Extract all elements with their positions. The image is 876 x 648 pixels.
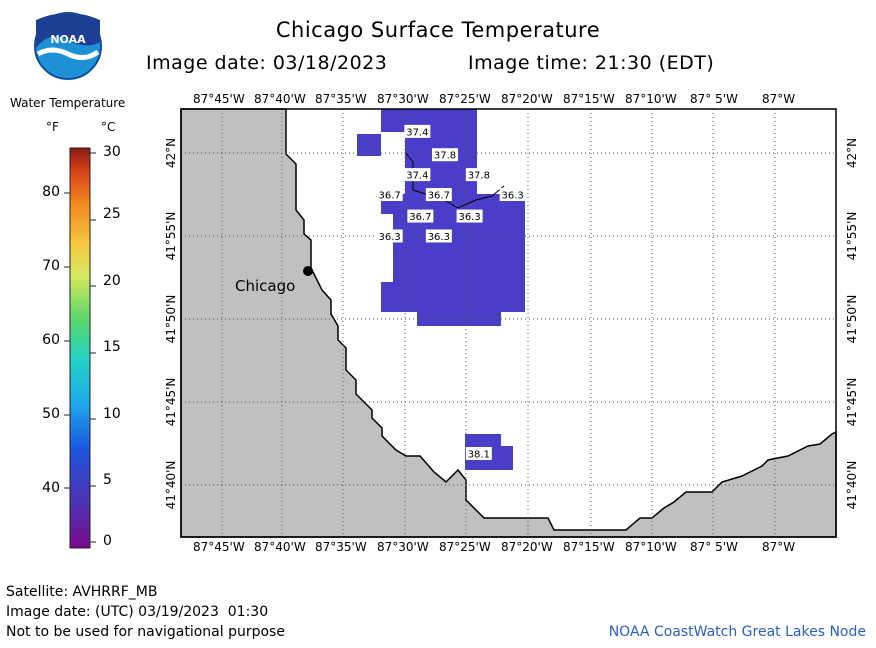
temperature-label: 36.7 xyxy=(409,212,431,223)
temperature-label: 36.3 xyxy=(379,232,401,243)
temperature-labels: 37.4 37.8 37.4 37.8 36.7 36.7 36.3 36.7 36.3 36.3… xyxy=(376,124,526,460)
map-title: Chicago Surface Temperature xyxy=(275,18,601,42)
lon-label-bottom: 87°25'W xyxy=(439,540,491,554)
lon-label-bottom: 87°15'W xyxy=(563,540,615,554)
c-tick-0: 0 xyxy=(103,533,112,549)
lon-label-bottom: 87°20'W xyxy=(501,540,553,554)
temperature-label: 36.7 xyxy=(379,191,401,202)
c-tick-15: 15 xyxy=(103,339,121,355)
legend-unit-f: °F xyxy=(46,120,59,134)
lon-label-bottom: 87°W xyxy=(762,540,796,554)
lon-label-bottom: 87°10'W xyxy=(625,540,677,554)
map-frame xyxy=(180,108,837,538)
noaa-logo: NOAA xyxy=(34,12,102,80)
top-longitude-labels: 87°45'W 87°40'W 87°35'W 87°30'W 87°25'W … xyxy=(0,92,876,108)
satellite-info: Satellite: AVHRRF_MB xyxy=(6,584,158,600)
temperature-label-box xyxy=(499,188,526,202)
lat-label-right: 42°N xyxy=(845,138,859,168)
temperature-label-box xyxy=(432,148,459,162)
temperature-label-box xyxy=(465,168,492,182)
temperature-label-box xyxy=(425,188,452,202)
lon-label-bottom: 87°35'W xyxy=(315,540,367,554)
f-tick-70: 70 xyxy=(42,258,60,274)
lon-label-top: 87°30'W xyxy=(377,92,429,106)
lon-label-top: 87°40'W xyxy=(254,92,306,106)
c-tick-5: 5 xyxy=(103,472,112,488)
lon-label-top: 87°20'W xyxy=(501,92,553,106)
c-tick-10: 10 xyxy=(103,406,121,422)
f-tick-80: 80 xyxy=(42,184,60,200)
lon-label-bottom: 87°40'W xyxy=(254,540,306,554)
lat-label-left: 41°55'N xyxy=(164,212,178,261)
temperature-label: 38.1 xyxy=(468,449,490,460)
city-marker xyxy=(303,266,313,276)
temperature-label: 36.3 xyxy=(501,191,523,202)
lon-label-top: 87°35'W xyxy=(315,92,367,106)
legend-unit-c: °C xyxy=(101,120,116,134)
lon-label-bottom: 87°45'W xyxy=(193,540,245,554)
f-tick-40: 40 xyxy=(42,480,60,496)
temperature-label-box xyxy=(404,124,431,138)
image-time: Image time: 21:30 (EDT) xyxy=(468,52,715,74)
temperature-label: 36.3 xyxy=(458,212,480,223)
lat-label-right: 41°55'N xyxy=(845,212,859,261)
c-tick-20: 20 xyxy=(103,273,121,289)
water-pixel xyxy=(357,134,381,156)
temperature-label-box xyxy=(465,446,492,460)
disclaimer: Not to be used for navigational purpose xyxy=(6,624,285,640)
c-tick-25: 25 xyxy=(103,206,121,222)
temperature-label-box xyxy=(425,229,452,243)
f-tick-60: 60 xyxy=(42,332,60,348)
temperature-label: 36.7 xyxy=(428,191,450,202)
temperature-label: 37.4 xyxy=(406,127,428,138)
lat-label-right: 41°40'N xyxy=(845,461,859,510)
graticule xyxy=(181,109,836,537)
lon-label-top: 87°25'W xyxy=(439,92,491,106)
lat-label-left: 41°45'N xyxy=(164,378,178,427)
lon-label-top: 87° 5'W xyxy=(690,92,738,106)
lat-label-right: 41°45'N xyxy=(845,378,859,427)
logo-text: NOAA xyxy=(50,33,86,46)
c-tick-30: 30 xyxy=(103,144,121,160)
water-pixel xyxy=(381,282,405,312)
water-pixel xyxy=(465,434,501,448)
water-pixel xyxy=(393,212,525,312)
bottom-longitude-labels: 87°45'W 87°40'W 87°35'W 87°30'W 87°25'W … xyxy=(0,540,876,556)
image-date: Image date: 03/18/2023 xyxy=(146,52,388,74)
temperature-label-box xyxy=(376,229,403,243)
temperature-label: 37.8 xyxy=(434,151,456,162)
temperature-label-box xyxy=(407,209,434,223)
lon-label-top: 87°W xyxy=(762,92,796,106)
lon-label-top: 87°45'W xyxy=(193,92,245,106)
temperature-label: 37.8 xyxy=(468,171,490,182)
legend-title: Water Temperature xyxy=(10,96,126,110)
land-mass xyxy=(180,108,837,538)
lat-label-left: 41°40'N xyxy=(164,461,178,510)
state-border-line xyxy=(404,151,505,209)
city-label: Chicago xyxy=(235,277,295,295)
lat-label-right: 41°50'N xyxy=(845,295,859,344)
water-pixel xyxy=(381,194,525,214)
credit-text: NOAA CoastWatch Great Lakes Node xyxy=(608,624,866,640)
water-temperature-pixels xyxy=(357,109,525,470)
water-pixel xyxy=(405,130,477,194)
utc-date-info: Image date: (UTC) 03/19/2023 01:30 xyxy=(6,604,269,620)
temperature-label-box xyxy=(404,168,431,182)
lat-label-left: 41°50'N xyxy=(164,295,178,344)
lon-label-top: 87°10'W xyxy=(625,92,677,106)
temperature-label-box xyxy=(376,188,403,202)
lon-label-bottom: 87°30'W xyxy=(377,540,429,554)
f-tick-50: 50 xyxy=(42,406,60,422)
lon-label-top: 87°15'W xyxy=(563,92,615,106)
temperature-colorbar xyxy=(64,147,96,549)
water-pixel xyxy=(417,310,501,326)
lat-label-left: 42°N xyxy=(164,138,178,168)
temperature-label: 36.3 xyxy=(428,232,450,243)
temperature-label: 37.4 xyxy=(406,171,428,182)
temperature-label-box xyxy=(456,209,483,223)
lon-label-bottom: 87° 5'W xyxy=(690,540,738,554)
